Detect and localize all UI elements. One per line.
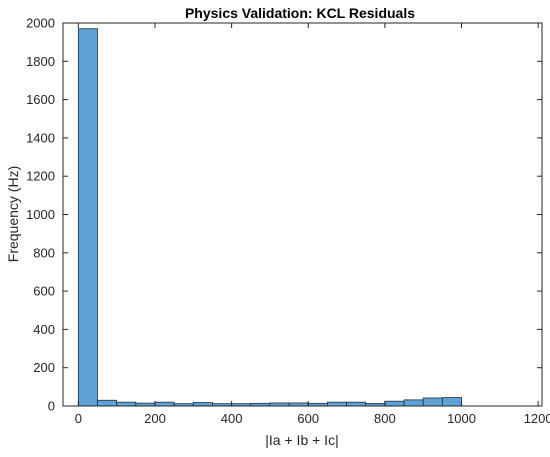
histogram-bar bbox=[192, 402, 213, 407]
histogram-bar bbox=[327, 401, 347, 407]
histogram-bar bbox=[77, 28, 98, 407]
y-tick-label: 400 bbox=[33, 322, 55, 337]
x-tick-label: 400 bbox=[221, 411, 243, 426]
y-tick-label: 1000 bbox=[26, 207, 55, 222]
y-tick-label: 1800 bbox=[26, 54, 55, 69]
y-tick-label: 800 bbox=[33, 245, 55, 260]
plot-background bbox=[63, 23, 542, 406]
x-tick-label: 0 bbox=[75, 411, 82, 426]
histogram-bar bbox=[116, 401, 137, 407]
y-axis-label: Frequency (Hz) bbox=[5, 166, 21, 262]
y-tick-label: 1600 bbox=[26, 92, 55, 107]
y-tick-label: 600 bbox=[33, 284, 55, 299]
histogram-bar bbox=[346, 401, 367, 407]
y-tick-label: 1200 bbox=[26, 169, 55, 184]
histogram-bar bbox=[441, 397, 462, 407]
histogram-bar bbox=[154, 401, 175, 407]
y-tick-label: 1400 bbox=[26, 130, 55, 145]
y-tick-label: 0 bbox=[48, 399, 55, 414]
histogram-bar bbox=[422, 397, 443, 407]
x-axis-label: |Ia + Ib + Ic| bbox=[265, 432, 338, 448]
x-tick-label: 600 bbox=[297, 411, 319, 426]
x-tick-label: 200 bbox=[144, 411, 166, 426]
x-tick-label: 1000 bbox=[447, 411, 476, 426]
y-tick-label: 2000 bbox=[26, 16, 55, 31]
x-tick-label: 800 bbox=[374, 411, 396, 426]
chart-title: Physics Validation: KCL Residuals bbox=[185, 5, 415, 21]
x-axis-ticks: 0 200 400 600 800 1000 1200 bbox=[75, 23, 550, 426]
histogram-bar bbox=[384, 400, 405, 407]
y-axis-ticks: 0 200 400 600 800 1000 1200 1400 1600 1800 2000 bbox=[26, 16, 542, 414]
y-tick-label: 200 bbox=[33, 360, 55, 375]
histogram-bar bbox=[97, 399, 118, 407]
histogram-bar bbox=[403, 399, 424, 407]
x-tick-label: 1200 bbox=[524, 411, 550, 426]
